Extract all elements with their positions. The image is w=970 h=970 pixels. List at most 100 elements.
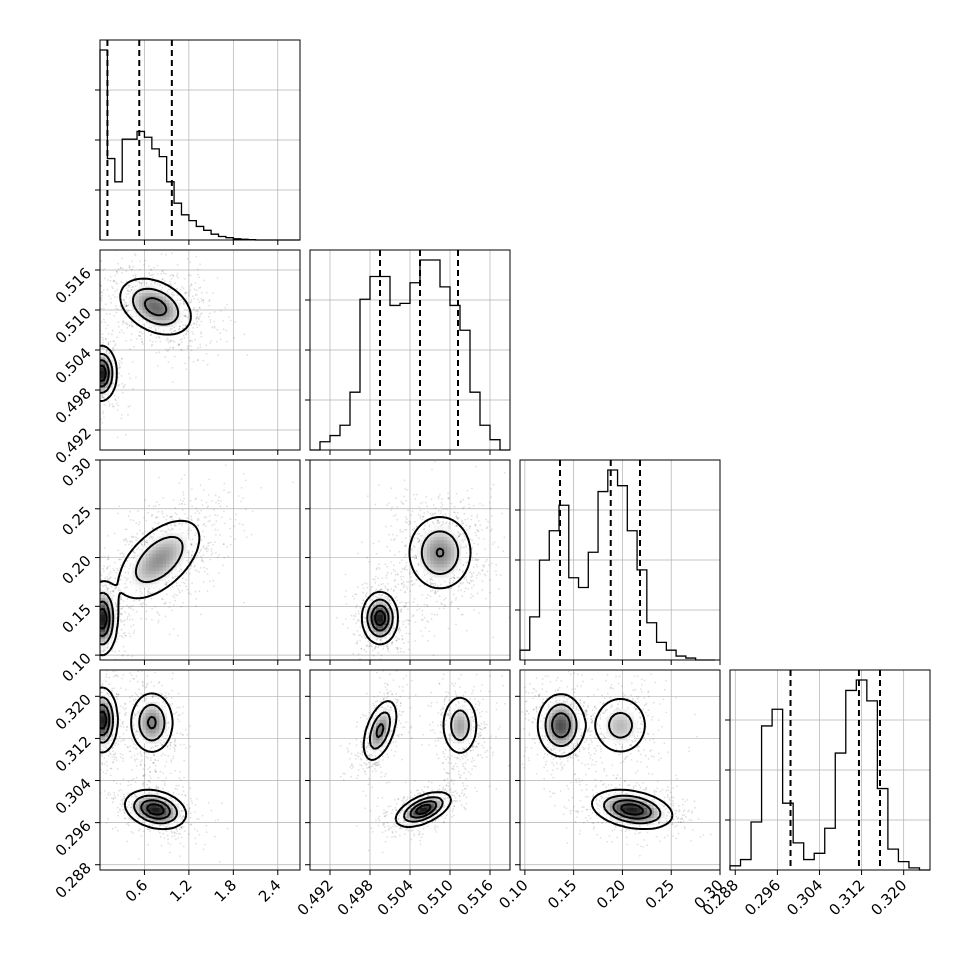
sample-point: [398, 561, 401, 564]
sample-point: [93, 576, 95, 578]
sample-point: [65, 386, 67, 388]
sample-point: [200, 332, 202, 335]
sample-point: [474, 531, 477, 534]
density-cell: [152, 573, 157, 578]
sample-point: [112, 568, 115, 570]
sample-point: [465, 528, 468, 531]
density-cell: [100, 597, 103, 602]
sample-point: [138, 521, 141, 523]
density-cell: [159, 570, 164, 575]
sample-point: [135, 522, 138, 524]
sample-point: [200, 299, 203, 302]
sample-point: [118, 364, 121, 367]
sample-point: [378, 589, 381, 592]
sample-point: [118, 666, 120, 668]
sample-point: [136, 704, 139, 707]
density-cell: [159, 566, 164, 571]
density-cell: [159, 556, 164, 561]
sample-point: [94, 571, 96, 573]
sample-point: [86, 640, 88, 642]
sample-point: [404, 566, 406, 569]
sample-point: [93, 590, 95, 592]
sample-point: [83, 576, 85, 578]
histogram-panel-1: [95, 39, 301, 245]
sample-point: [189, 499, 192, 502]
density-cell: [142, 556, 147, 561]
density-cells: [100, 529, 191, 649]
sample-point: [133, 600, 136, 602]
sample-point: [511, 570, 513, 572]
sample-point: [410, 576, 412, 578]
sample-point: [117, 321, 120, 324]
sample-point: [89, 596, 91, 598]
density-cell: [169, 316, 174, 321]
sample-point: [366, 644, 368, 647]
sample-point: [197, 347, 200, 349]
sample-point: [176, 263, 179, 266]
sample-point: [404, 537, 407, 540]
density-cell: [382, 600, 387, 605]
sample-point: [190, 529, 192, 532]
sample-point: [158, 504, 161, 506]
sample-point: [141, 605, 144, 608]
sample-point: [141, 592, 143, 595]
density-cell: [149, 309, 154, 314]
sample-point: [107, 400, 110, 403]
sample-point: [211, 524, 214, 527]
sample-point: [105, 584, 108, 587]
sample-point: [111, 668, 113, 670]
sample-point: [485, 518, 487, 521]
sample-point: [196, 555, 199, 557]
sample-point: [94, 311, 96, 313]
sample-point: [167, 361, 170, 363]
sample-point: [424, 524, 426, 527]
sample-point: [77, 551, 79, 553]
sample-point: [171, 577, 174, 580]
sample-point: [104, 555, 106, 558]
sample-point: [109, 279, 112, 282]
sample-point: [203, 570, 206, 573]
sample-point: [208, 542, 211, 544]
sample-point: [90, 363, 92, 365]
sample-point: [88, 753, 90, 755]
sample-point: [174, 593, 176, 596]
histogram-panel-2: [305, 249, 511, 455]
sample-point: [434, 461, 437, 463]
sample-point: [416, 570, 418, 573]
sample-point: [184, 291, 187, 294]
sample-point: [170, 331, 173, 334]
sample-point: [133, 345, 135, 348]
density-cell: [152, 302, 157, 307]
sample-point: [291, 481, 294, 484]
sample-point: [165, 518, 168, 521]
sample-point: [106, 567, 109, 569]
sample-point: [154, 521, 156, 524]
sample-point: [414, 554, 417, 557]
sample-point: [219, 332, 222, 335]
sample-point: [436, 584, 439, 587]
sample-point: [374, 646, 377, 649]
sample-point: [447, 627, 450, 630]
sample-point: [96, 386, 98, 388]
density-cell: [172, 546, 177, 551]
sample-point: [131, 535, 134, 538]
sample-point: [443, 598, 446, 601]
density-cell: [443, 566, 448, 571]
density-cell: [139, 549, 143, 554]
density-cell: [186, 546, 191, 551]
sample-point: [490, 496, 493, 498]
density-cell: [152, 556, 157, 561]
sample-point: [121, 357, 123, 360]
density-cell: [437, 566, 442, 571]
sample-point: [481, 580, 484, 583]
density-cell: [135, 570, 140, 575]
density-cell: [145, 305, 150, 310]
sample-point: [195, 318, 198, 320]
density-cell: [447, 539, 452, 544]
sample-point: [120, 620, 123, 623]
sample-point: [88, 384, 90, 386]
sample-point: [421, 534, 423, 537]
sample-point: [386, 565, 388, 568]
density-cell: [172, 322, 177, 327]
sample-point: [174, 330, 176, 332]
